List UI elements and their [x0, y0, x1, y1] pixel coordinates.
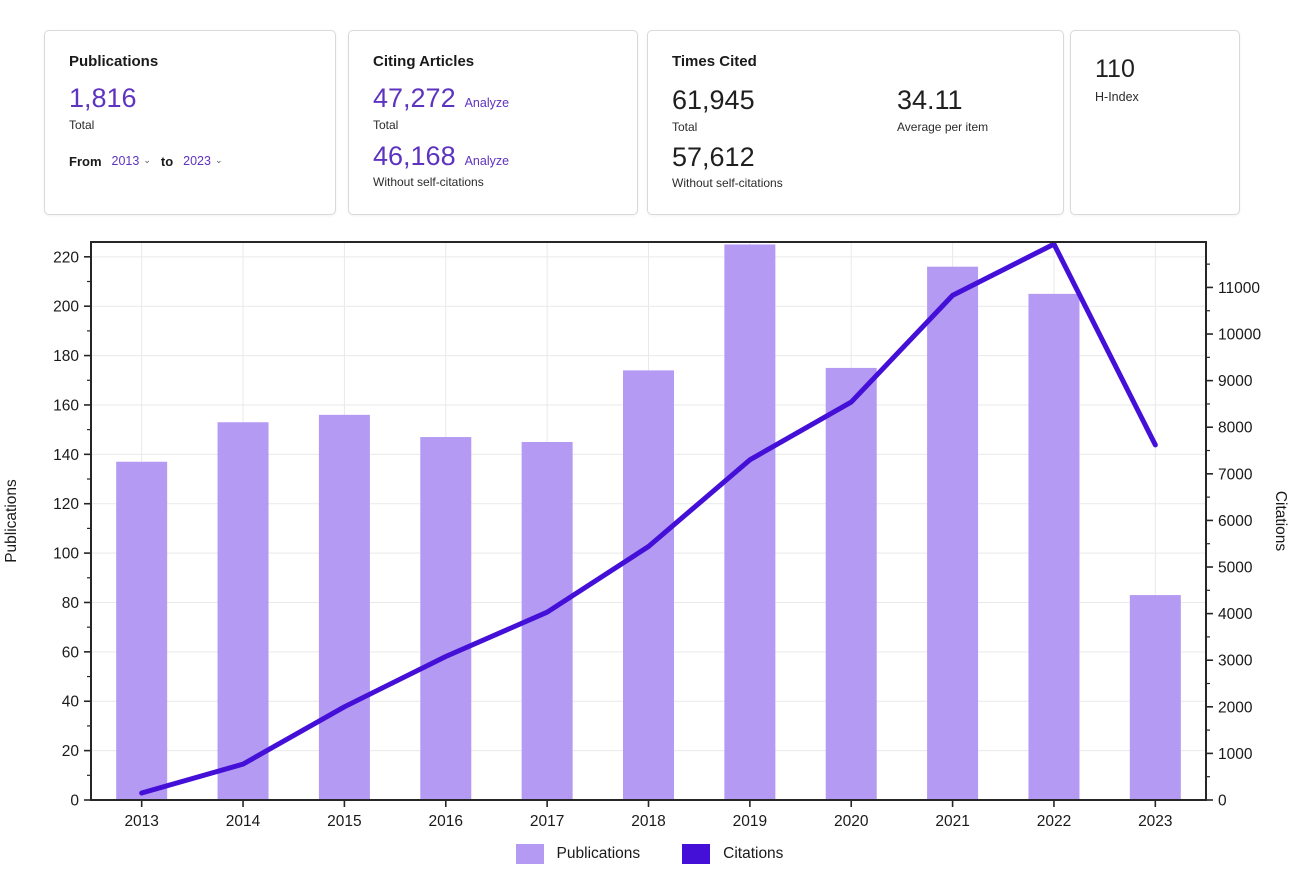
y-left-tick-label: 120: [53, 496, 79, 513]
analyze-citing-total-link[interactable]: Analyze: [464, 96, 510, 110]
publications-bar-2022[interactable]: [1028, 293, 1080, 800]
citations-line[interactable]: [139, 241, 1158, 796]
citations-swatch: [682, 844, 711, 864]
to-year-value: 2023: [183, 154, 211, 169]
chevron-down-icon: ⌄: [143, 154, 151, 165]
publications-total-value: 1,816: [69, 83, 137, 113]
y-right-tick-label: 0: [1218, 793, 1227, 810]
citing-articles-total-value: 47,272: [373, 83, 456, 113]
legend-item-publications[interactable]: Publications: [515, 844, 641, 864]
citing-articles-without-self-value: 46,168: [373, 140, 456, 171]
citing-articles-card: Citing Articles 47,272 Analyze Total 46,…: [348, 30, 638, 215]
y-left-tick-label: 160: [53, 397, 79, 414]
left-axis-title: Publications: [3, 479, 20, 563]
x-tick-label-2016: 2016: [429, 813, 463, 830]
legend-label-publications: Publications: [556, 845, 641, 862]
x-tick-label-2020: 2020: [834, 813, 869, 830]
times-cited-average-label: Average per item: [897, 119, 989, 134]
y-right-tick-label: 2000: [1218, 699, 1253, 716]
publications-card-title: Publications: [69, 53, 159, 70]
citing-articles-total-label: Total: [373, 117, 399, 132]
chevron-down-icon: ⌄: [214, 154, 223, 165]
publications-bar-2015[interactable]: [318, 414, 370, 800]
from-year-value: 2013: [111, 154, 140, 169]
y-right-tick-label: 9000: [1218, 373, 1253, 390]
h-index-value: 110: [1095, 55, 1135, 83]
y-axis-left: 0 20 40 60 80 100 120 140 160 180 200 220: [53, 249, 91, 810]
x-tick-label-2022: 2022: [1037, 813, 1071, 830]
y-left-tick-label: 180: [53, 348, 79, 365]
y-right-tick-label: 10000: [1218, 327, 1261, 344]
y-left-tick-label: 60: [62, 644, 80, 661]
times-cited-total-label: Total: [672, 119, 698, 134]
x-tick-label-2019: 2019: [733, 813, 767, 830]
chart-legend: Publications Citations: [0, 844, 1299, 864]
x-tick-label-2017: 2017: [530, 813, 564, 830]
y-right-tick-label: 3000: [1218, 653, 1253, 670]
y-right-tick-label: 6000: [1218, 513, 1253, 530]
publications-total-label: Total: [69, 117, 95, 132]
y-left-tick-label: 20: [62, 743, 80, 760]
y-axis-right: 0 1000 2000 3000 4000 5000 6000 7000 8000 9000 100…: [1206, 263, 1261, 810]
publications-bar-2016[interactable]: [420, 437, 472, 800]
citing-articles-without-self-label: Without self-citations: [373, 175, 484, 190]
x-tick-label-2023: 2023: [1138, 813, 1172, 830]
publications-bar-2021[interactable]: [927, 266, 979, 800]
h-index-label: H-Index: [1095, 90, 1139, 104]
to-year-select[interactable]: 2023 ⌄: [183, 154, 222, 168]
publications-year-range: From 2013 ⌄ to 2023 ⌄: [69, 154, 311, 169]
y-right-tick-label: 8000: [1218, 420, 1253, 437]
publications-bar-2020[interactable]: [825, 367, 877, 800]
x-tick-label-2014: 2014: [226, 813, 261, 830]
x-tick-label-2021: 2021: [935, 813, 969, 830]
y-left-tick-label: 220: [53, 249, 79, 266]
publications-bar-2023[interactable]: [1129, 595, 1181, 800]
publications-swatch: [515, 844, 544, 864]
legend-label-citations: Citations: [723, 845, 784, 862]
to-label: to: [160, 153, 174, 169]
y-right-tick-label: 4000: [1218, 606, 1253, 623]
y-right-tick-label: 11000: [1218, 280, 1260, 297]
y-left-tick-label: 140: [53, 447, 79, 464]
y-right-tick-label: 1000: [1218, 746, 1253, 763]
publications-bar-2019[interactable]: [724, 244, 776, 801]
from-year-select[interactable]: 2013 ⌄: [112, 154, 151, 168]
h-index-card: 110 H-Index: [1070, 30, 1240, 215]
y-left-tick-label: 40: [62, 694, 80, 711]
y-left-tick-label: 100: [53, 546, 79, 563]
legend-item-citations[interactable]: Citations: [682, 844, 783, 864]
publications-bar-2018[interactable]: [623, 370, 674, 800]
times-cited-without-self-label: Without self-citations: [672, 176, 783, 191]
y-left-tick-label: 0: [70, 793, 79, 810]
publications-bars: [116, 244, 1181, 801]
citing-articles-card-title: Citing Articles: [373, 53, 475, 70]
y-left-tick-label: 200: [53, 299, 79, 316]
times-cited-average-value: 34.11: [897, 85, 963, 115]
times-cited-card: Times Cited 61,945 Total 34.11 Average p…: [647, 30, 1064, 215]
citations-publications-chart: 0 20 40 60 80 100 120 140 160 180 200 220 0 1000 2000 3…: [3, 241, 1289, 830]
right-axis-title: Citations: [1272, 491, 1289, 552]
x-tick-label-2013: 2013: [124, 813, 158, 830]
y-left-tick-label: 80: [62, 595, 80, 612]
times-cited-card-title: Times Cited: [672, 53, 757, 70]
from-label: From: [69, 153, 102, 169]
publications-bar-2013[interactable]: [116, 461, 168, 800]
x-tick-label-2018: 2018: [631, 813, 665, 830]
times-cited-total-value: 61,945: [672, 85, 755, 115]
publications-bar-2014[interactable]: [217, 422, 269, 800]
times-cited-without-self-value: 57,612: [672, 141, 755, 172]
x-axis: 2013 2014 2015 2016 2017 2018 2019 2020 2021 2022…: [124, 800, 1173, 830]
y-right-tick-label: 7000: [1218, 466, 1253, 483]
y-right-tick-label: 5000: [1218, 560, 1253, 577]
publications-card: Publications 1,816 Total From 2013 ⌄ to …: [44, 30, 336, 215]
x-tick-label-2015: 2015: [327, 813, 361, 830]
analyze-citing-without-self-link[interactable]: Analyze: [464, 153, 510, 168]
